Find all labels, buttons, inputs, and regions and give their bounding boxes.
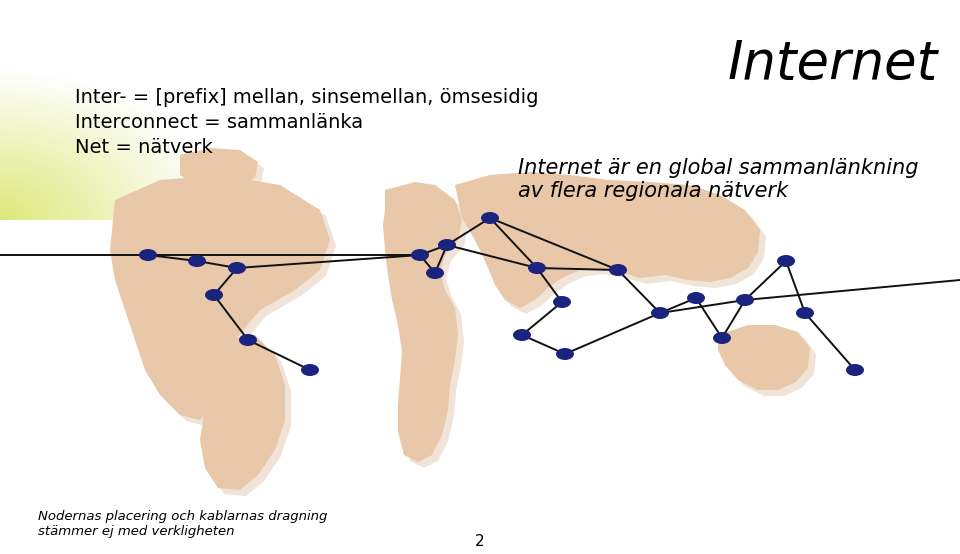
Ellipse shape (228, 262, 246, 274)
Ellipse shape (846, 364, 864, 376)
Ellipse shape (426, 267, 444, 279)
Polygon shape (383, 182, 462, 462)
Ellipse shape (553, 296, 571, 308)
Polygon shape (116, 181, 336, 426)
Ellipse shape (205, 289, 223, 301)
Polygon shape (110, 175, 330, 420)
Text: Internet: Internet (728, 38, 938, 90)
Polygon shape (389, 188, 468, 468)
Ellipse shape (528, 262, 546, 274)
Ellipse shape (736, 294, 754, 306)
Polygon shape (461, 178, 766, 314)
Text: Interconnect = sammanlänka: Interconnect = sammanlänka (75, 113, 363, 132)
Ellipse shape (188, 255, 206, 267)
Text: 2: 2 (475, 534, 485, 549)
Polygon shape (186, 154, 264, 194)
Ellipse shape (239, 334, 257, 346)
Text: Internet är en global sammanlänkning
av flera regionala nätverk: Internet är en global sammanlänkning av … (518, 158, 919, 201)
Ellipse shape (713, 332, 731, 344)
Text: Inter- = [prefix] mellan, sinsemellan, ömsesidig: Inter- = [prefix] mellan, sinsemellan, ö… (75, 88, 539, 107)
Polygon shape (200, 335, 285, 490)
Ellipse shape (777, 255, 795, 267)
Ellipse shape (609, 264, 627, 276)
Ellipse shape (556, 348, 574, 360)
Ellipse shape (411, 249, 429, 261)
Polygon shape (455, 172, 760, 308)
Polygon shape (724, 331, 816, 396)
Text: Nodernas placering och kablarnas dragning
stämmer ej med verkligheten: Nodernas placering och kablarnas dragnin… (38, 510, 327, 538)
Ellipse shape (687, 292, 705, 304)
Text: Net = nätverk: Net = nätverk (75, 138, 213, 157)
Ellipse shape (139, 249, 157, 261)
Ellipse shape (481, 212, 499, 224)
Polygon shape (718, 325, 810, 390)
Ellipse shape (796, 307, 814, 319)
Polygon shape (180, 148, 258, 188)
Ellipse shape (651, 307, 669, 319)
Ellipse shape (301, 364, 319, 376)
Ellipse shape (438, 239, 456, 251)
Polygon shape (206, 341, 291, 496)
Ellipse shape (513, 329, 531, 341)
